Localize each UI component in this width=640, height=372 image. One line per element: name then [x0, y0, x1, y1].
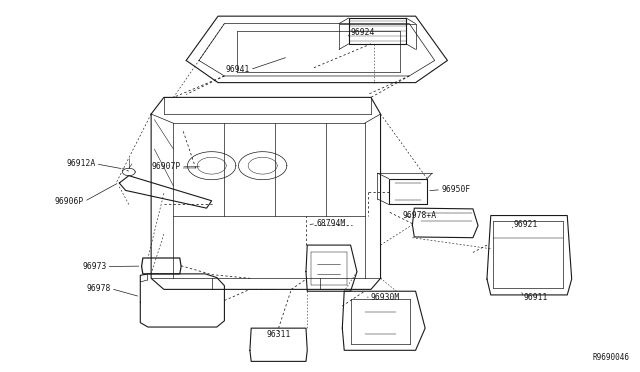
Text: 96941: 96941 — [225, 65, 250, 74]
Text: 96911: 96911 — [524, 293, 548, 302]
Text: 96950F: 96950F — [441, 185, 470, 194]
Text: 96907P: 96907P — [152, 162, 181, 171]
Text: 96978+A: 96978+A — [403, 211, 437, 220]
Text: 96924: 96924 — [351, 28, 375, 37]
Text: 96973: 96973 — [82, 262, 106, 271]
Text: 96930M: 96930M — [371, 293, 400, 302]
Text: 68794M: 68794M — [316, 219, 346, 228]
Text: 96311: 96311 — [266, 330, 291, 339]
Text: 96978: 96978 — [86, 284, 111, 293]
Text: 96912A: 96912A — [67, 159, 96, 169]
Text: 96921: 96921 — [514, 220, 538, 229]
Text: R9690046: R9690046 — [592, 353, 629, 362]
Text: 96906P: 96906P — [55, 197, 84, 206]
